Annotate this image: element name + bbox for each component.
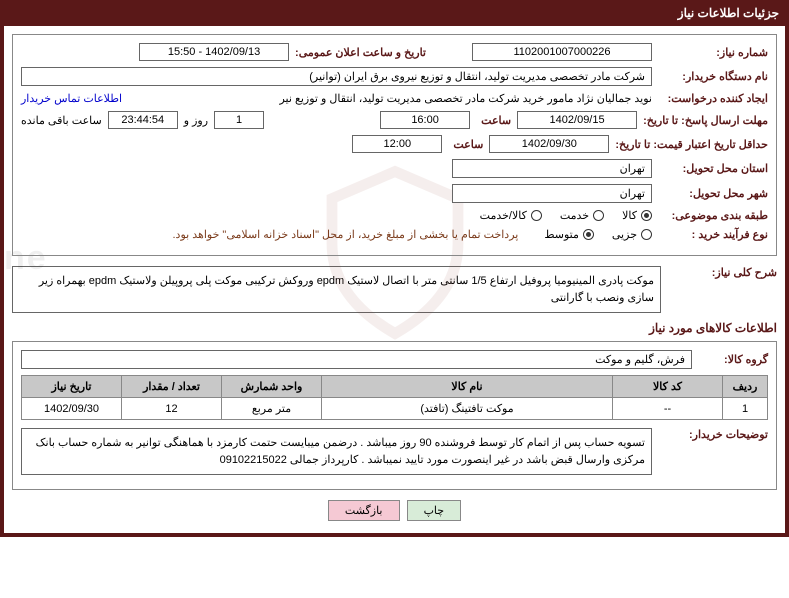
need-no-value: 1102001007000226	[472, 43, 652, 61]
outer-frame: ne شماره نیاز: 1102001007000226 تاریخ و …	[0, 26, 789, 537]
row-category: طبقه بندی موضوعی: کالا خدمت کالا/خدمت	[21, 209, 768, 222]
min-validity-label: حداقل تاریخ اعتبار قیمت: تا تاریخ:	[615, 138, 768, 151]
row-buyer-notes: توضیحات خریدار: تسویه حساب پس از اتمام ک…	[21, 428, 768, 475]
radio-circle-icon	[593, 210, 604, 221]
city-label: شهر محل تحویل:	[658, 187, 768, 200]
goods-group-label: گروه کالا:	[698, 353, 768, 366]
radio-medium-label: متوسط	[544, 228, 579, 241]
footer-buttons: چاپ بازگشت	[12, 490, 777, 525]
cell-qty: 12	[122, 398, 222, 420]
table-header-row: ردیف کد کالا نام کالا واحد شمارش تعداد /…	[22, 376, 768, 398]
row-overview: شرح کلی نیاز: موکت پادری المینیومیا پروف…	[12, 266, 777, 313]
min-validity-time: 12:00	[352, 135, 442, 153]
announce-value: 1402/09/13 - 15:50	[139, 43, 289, 61]
deadline-reply-label: مهلت ارسال پاسخ: تا تاریخ:	[643, 114, 768, 127]
province-label: استان محل تحویل:	[658, 162, 768, 175]
th-code: کد کالا	[613, 376, 723, 398]
radio-goods-label: کالا	[622, 209, 637, 222]
radio-both-label: کالا/خدمت	[480, 209, 527, 222]
purchase-type-label: نوع فرآیند خرید :	[658, 228, 768, 241]
announce-label: تاریخ و ساعت اعلان عمومی:	[295, 46, 426, 59]
radio-partial-label: جزیی	[612, 228, 637, 241]
radio-circle-icon	[641, 229, 652, 240]
purchase-type-radio-group: جزیی متوسط	[544, 228, 652, 241]
requester-label: ایجاد کننده درخواست:	[658, 92, 768, 105]
back-button[interactable]: بازگشت	[328, 500, 400, 521]
overview-text: موکت پادری المینیومیا پروفیل ارتفاع 1/5 …	[12, 266, 661, 313]
th-date: تاریخ نیاز	[22, 376, 122, 398]
items-section-title: اطلاعات کالاهای مورد نیاز	[12, 321, 777, 335]
buyer-org-label: نام دستگاه خریدار:	[658, 70, 768, 83]
details-panel: شماره نیاز: 1102001007000226 تاریخ و ساع…	[12, 34, 777, 256]
row-deadline-reply: مهلت ارسال پاسخ: تا تاریخ: 1402/09/15 سا…	[21, 111, 768, 129]
th-unit: واحد شمارش	[222, 376, 322, 398]
remain-suffix: ساعت باقی مانده	[21, 114, 102, 127]
city-value: تهران	[452, 184, 652, 203]
cell-name: موکت تافتینگ (تافتد)	[322, 398, 613, 420]
time-label-1: ساعت	[476, 114, 511, 127]
buyer-org-value: شرکت مادر تخصصی مدیریت تولید، انتقال و ت…	[21, 67, 652, 86]
buyer-notes-label: توضیحات خریدار:	[658, 428, 768, 441]
radio-dot-icon	[583, 229, 594, 240]
cell-unit: متر مربع	[222, 398, 322, 420]
contact-buyer-link[interactable]: اطلاعات تماس خریدار	[21, 92, 122, 105]
category-label: طبقه بندی موضوعی:	[658, 209, 768, 222]
cell-row: 1	[723, 398, 768, 420]
radio-service-label: خدمت	[560, 209, 589, 222]
overview-label: شرح کلی نیاز:	[667, 266, 777, 279]
print-button[interactable]: چاپ	[407, 500, 462, 521]
deadline-reply-date: 1402/09/15	[517, 111, 637, 129]
th-name: نام کالا	[322, 376, 613, 398]
province-value: تهران	[452, 159, 652, 178]
category-radio-group: کالا خدمت کالا/خدمت	[480, 209, 652, 222]
row-city: شهر محل تحویل: تهران	[21, 184, 768, 203]
remain-days: 1	[214, 111, 264, 129]
need-no-label: شماره نیاز:	[658, 46, 768, 59]
remain-time: 23:44:54	[108, 111, 178, 129]
radio-partial[interactable]: جزیی	[612, 228, 652, 241]
goods-group-value: فرش، گلیم و موکت	[21, 350, 692, 369]
items-panel: گروه کالا: فرش، گلیم و موکت ردیف کد کالا…	[12, 341, 777, 490]
radio-both[interactable]: کالا/خدمت	[480, 209, 542, 222]
row-goods-group: گروه کالا: فرش، گلیم و موکت	[21, 350, 768, 369]
radio-dot-icon	[641, 210, 652, 221]
row-province: استان محل تحویل: تهران	[21, 159, 768, 178]
th-qty: تعداد / مقدار	[122, 376, 222, 398]
buyer-notes-text: تسویه حساب پس از اتمام کار توسط فروشنده …	[21, 428, 652, 475]
row-need-number: شماره نیاز: 1102001007000226 تاریخ و ساع…	[21, 43, 768, 61]
radio-service[interactable]: خدمت	[560, 209, 604, 222]
min-validity-date: 1402/09/30	[489, 135, 609, 153]
purchase-note: پرداخت تمام یا بخشی از مبلغ خرید، از محل…	[173, 228, 519, 241]
row-requester: ایجاد کننده درخواست: نوید جمالیان نژاد م…	[21, 92, 768, 105]
remain-days-label: روز و	[184, 114, 208, 127]
time-label-2: ساعت	[448, 138, 483, 151]
items-table: ردیف کد کالا نام کالا واحد شمارش تعداد /…	[21, 375, 768, 420]
row-purchase-type: نوع فرآیند خرید : جزیی متوسط پرداخت تمام…	[21, 228, 768, 241]
radio-circle-icon	[531, 210, 542, 221]
radio-medium[interactable]: متوسط	[544, 228, 594, 241]
cell-code: --	[613, 398, 723, 420]
deadline-reply-time: 16:00	[380, 111, 470, 129]
page-header: جزئیات اطلاعات نیاز	[0, 0, 789, 26]
page-title: جزئیات اطلاعات نیاز	[678, 6, 779, 20]
requester-value: نوید جمالیان نژاد مامور خرید شرکت مادر ت…	[128, 92, 652, 105]
radio-goods[interactable]: کالا	[622, 209, 652, 222]
th-row: ردیف	[723, 376, 768, 398]
cell-date: 1402/09/30	[22, 398, 122, 420]
table-row: 1 -- موکت تافتینگ (تافتد) متر مربع 12 14…	[22, 398, 768, 420]
row-min-validity: حداقل تاریخ اعتبار قیمت: تا تاریخ: 1402/…	[21, 135, 768, 153]
row-buyer-org: نام دستگاه خریدار: شرکت مادر تخصصی مدیری…	[21, 67, 768, 86]
